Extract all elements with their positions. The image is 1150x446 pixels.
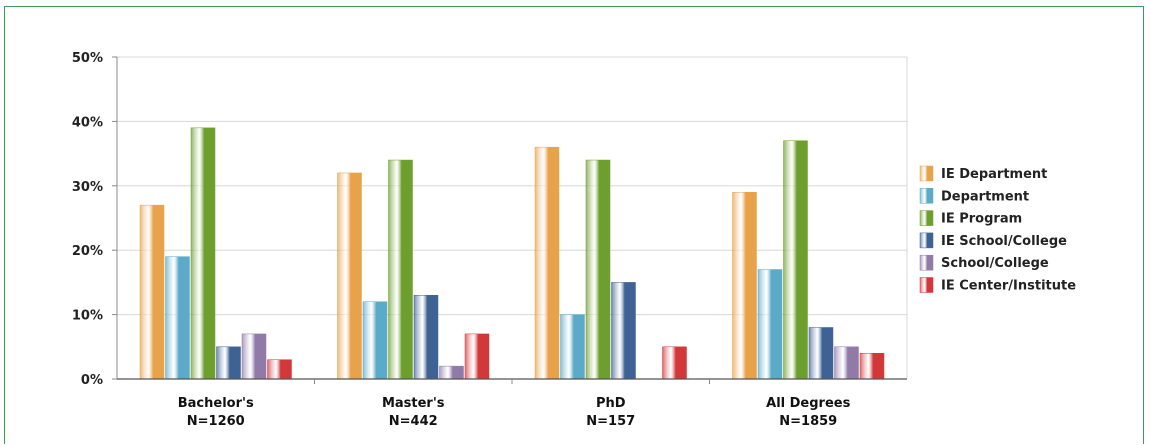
y-tick-label: 10% — [72, 309, 103, 324]
grid-lines — [112, 56, 908, 380]
legend-swatch — [919, 165, 934, 182]
bar-ie-school-college-3 — [808, 327, 834, 380]
legend-swatch — [919, 254, 934, 271]
legend-label: School/College — [941, 256, 1049, 271]
legend-swatch — [919, 277, 934, 293]
legend-swatch — [919, 188, 934, 204]
legend-label: IE Center/Institute — [941, 279, 1076, 294]
y-tick-label: 20% — [72, 244, 103, 259]
legend: IE Department Department IE Program IE Scho… — [919, 165, 1076, 294]
y-tick-label: 0% — [81, 373, 103, 388]
bar-ie-program-2 — [585, 159, 611, 380]
bar-ie-program-0 — [190, 127, 216, 380]
x-category-label: All Degrees — [766, 396, 850, 411]
x-category-labels: Bachelor's N=1260 Master's N=442 PhD N=157 All… — [178, 396, 851, 429]
bar-school-college-3 — [834, 346, 859, 380]
bar-department-3 — [757, 269, 783, 380]
legend-label: IE School/College — [941, 234, 1067, 249]
bar-ie-department-3 — [732, 191, 757, 380]
y-tick-label: 40% — [72, 115, 103, 130]
x-category-label: PhD — [596, 396, 626, 411]
y-tick-label: 50% — [72, 51, 103, 66]
legend-label: IE Program — [941, 212, 1022, 227]
legend-label: IE Department — [941, 167, 1047, 182]
x-category-sample-size: N=1260 — [187, 414, 245, 429]
y-tick-label: 30% — [72, 180, 103, 195]
y-tick-labels: 0% 10% 20% 30% 40% 50% — [72, 51, 103, 388]
x-category-sample-size: N=157 — [586, 414, 635, 429]
x-category-label: Master's — [382, 396, 445, 411]
bar-department-2 — [560, 314, 585, 380]
bar-ie-program-1 — [388, 159, 413, 380]
x-category-label: Bachelor's — [178, 396, 254, 411]
legend-swatch — [919, 210, 934, 226]
bar-department-1 — [362, 301, 388, 380]
bar-ie-school-college-1 — [413, 295, 439, 380]
bar-ie-center-institute-2 — [662, 346, 687, 380]
bar-ie-center-institute-0 — [267, 359, 292, 380]
bar-ie-center-institute-3 — [859, 352, 885, 380]
bar-ie-program-3 — [783, 140, 808, 380]
legend-label: Department — [941, 189, 1029, 204]
bar-ie-school-college-0 — [216, 346, 241, 380]
bars — [139, 127, 885, 380]
bar-ie-department-1 — [337, 172, 362, 380]
legend-swatch — [919, 232, 934, 249]
bar-school-college-0 — [241, 333, 267, 380]
x-category-sample-size: N=1859 — [779, 414, 837, 429]
bar-ie-school-college-2 — [611, 282, 636, 380]
bar-ie-center-institute-1 — [464, 333, 490, 380]
bar-ie-department-0 — [139, 204, 165, 380]
axes — [116, 57, 907, 384]
bar-department-0 — [165, 256, 190, 380]
bar-school-college-1 — [439, 365, 464, 380]
x-category-sample-size: N=442 — [389, 414, 438, 429]
bar-ie-department-2 — [534, 146, 560, 380]
